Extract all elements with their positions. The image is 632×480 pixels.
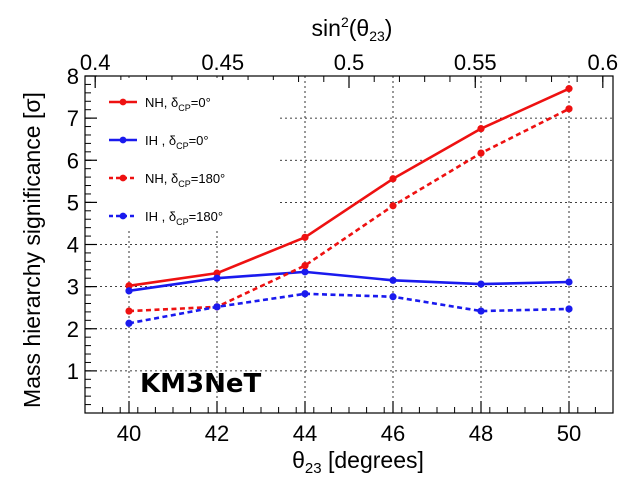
legend-entry-1: NH, δCP=0° <box>109 95 211 113</box>
x-tick-label: 50 <box>557 421 581 446</box>
y-tick-label: 2 <box>67 317 79 342</box>
data-point <box>389 293 397 301</box>
y-tick-label: 4 <box>67 233 79 258</box>
y-tick-label: 6 <box>67 148 79 173</box>
data-point <box>565 85 573 93</box>
data-point <box>301 268 309 276</box>
top-tick-label: 0.6 <box>588 50 619 75</box>
legend-label: IH , δCP=180° <box>145 209 223 227</box>
top-tick-label: 0.45 <box>201 50 244 75</box>
data-series <box>125 85 573 327</box>
legend-label: NH, δCP=180° <box>145 171 225 189</box>
y-tick-label: 8 <box>67 64 79 89</box>
x-tick-label: 46 <box>381 421 405 446</box>
data-point <box>301 290 309 298</box>
data-point <box>477 280 485 288</box>
legend-marker <box>119 98 127 106</box>
data-point <box>213 274 221 282</box>
legend-box <box>100 80 280 228</box>
y-tick-labels: 1 2 3 4 5 6 7 8 <box>67 64 79 384</box>
legend-entry-3: NH, δCP=180° <box>109 171 225 189</box>
top-tick-label: 0.55 <box>454 50 497 75</box>
x-tick-label: 44 <box>293 421 317 446</box>
series-line <box>128 87 570 288</box>
data-point <box>389 276 397 284</box>
data-point <box>301 233 309 241</box>
data-point <box>213 269 221 277</box>
x-axis-title: θ23 [degrees] <box>292 447 424 477</box>
data-point <box>125 287 133 295</box>
series-line <box>128 107 570 313</box>
data-point <box>477 125 485 133</box>
y-tick-label: 5 <box>67 190 79 215</box>
legend-marker <box>119 174 127 182</box>
data-point <box>213 303 221 311</box>
series-line <box>128 292 570 325</box>
top-axis-title: sin2(θ23) <box>312 14 393 44</box>
series-3 <box>125 105 573 315</box>
legend: NH, δCP=0° IH , δCP=0° NH, δCP=180° IH , δC… <box>100 80 280 228</box>
data-point <box>477 149 485 157</box>
x-tick-label: 40 <box>117 421 141 446</box>
data-point <box>477 307 485 315</box>
legend-marker <box>119 136 127 144</box>
data-point <box>125 282 133 290</box>
data-point <box>125 319 133 327</box>
series-2 <box>125 268 573 295</box>
data-point <box>565 278 573 286</box>
legend-label: IH , δCP=0° <box>145 133 209 151</box>
x-tick-label: 48 <box>469 421 493 446</box>
data-point <box>389 202 397 210</box>
data-point <box>125 307 133 315</box>
y-tick-label: 1 <box>67 359 79 384</box>
y-tick-label: 7 <box>67 106 79 131</box>
top-tick-label: 0.5 <box>334 50 365 75</box>
data-point <box>301 261 309 270</box>
x-tick-label: 42 <box>205 421 229 446</box>
data-point <box>565 105 573 113</box>
x-tick-labels: 40 42 44 46 48 50 <box>117 421 581 446</box>
series-line <box>128 270 570 293</box>
series-1 <box>125 85 573 290</box>
legend-marker <box>119 212 127 220</box>
km3net-annotation: KM3NeT <box>140 369 262 399</box>
top-tick-labels: 0.4 0.45 0.5 0.55 0.6 <box>80 50 618 75</box>
series-4 <box>125 290 573 327</box>
y-tick-label: 3 <box>67 275 79 300</box>
data-point <box>389 175 397 183</box>
legend-label: NH, δCP=0° <box>145 95 211 113</box>
axis-ticks <box>84 75 614 414</box>
y-axis-title: Mass hierarchy significance [σ] <box>19 92 45 408</box>
legend-entry-4: IH , δCP=180° <box>109 209 223 227</box>
legend-entry-2: IH , δCP=0° <box>109 133 209 151</box>
top-tick-label: 0.4 <box>80 50 111 75</box>
data-point <box>565 305 573 313</box>
